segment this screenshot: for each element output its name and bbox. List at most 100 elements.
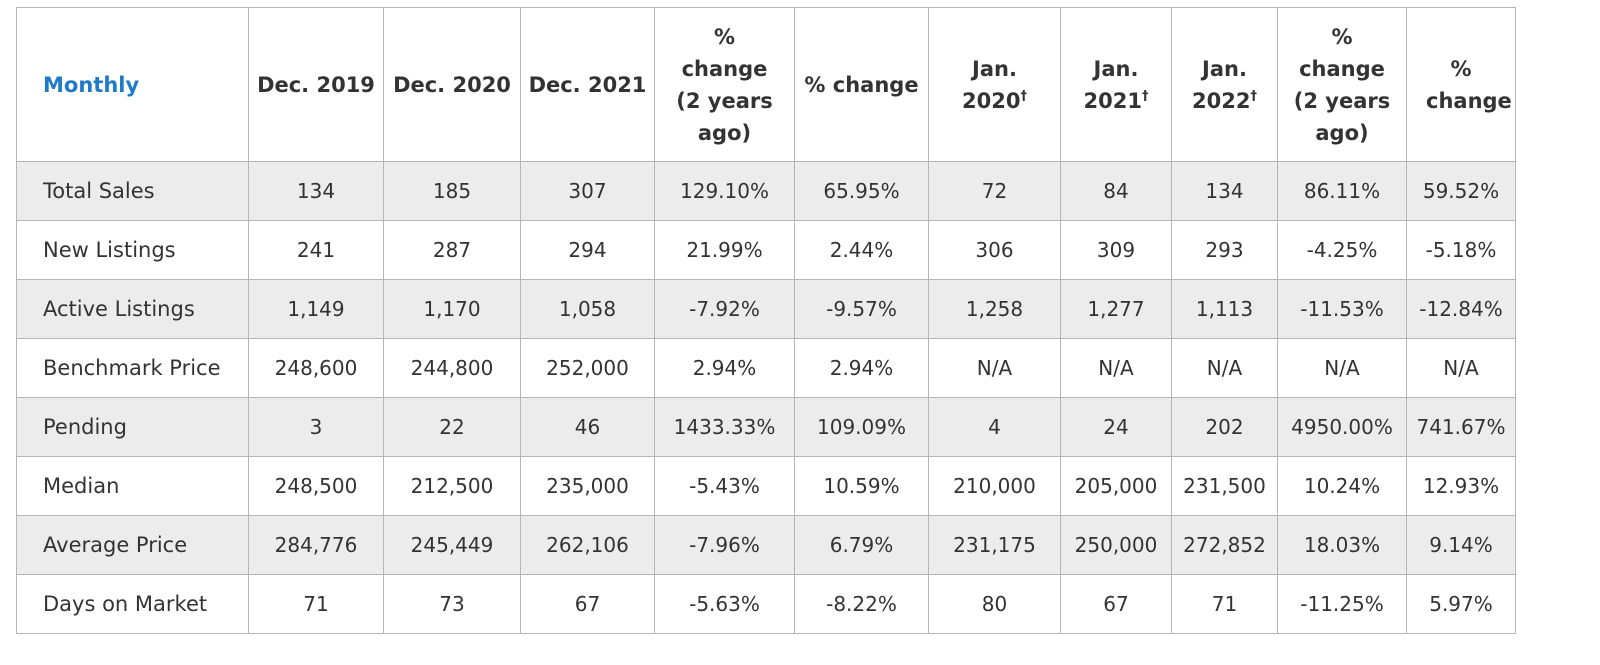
table-cell: -5.63% bbox=[654, 574, 795, 634]
table-cell: 272,852 bbox=[1171, 515, 1278, 575]
dagger-mark: † bbox=[1020, 88, 1027, 104]
table-cell: 24 bbox=[1060, 397, 1172, 457]
table-cell: 4 bbox=[928, 397, 1061, 457]
table-row: Median 248,500 212,500 235,000 -5.43% 10.59% 2… bbox=[16, 456, 1516, 516]
stats-table-container: Monthly Dec. 2019 Dec. 2020 Dec. 2021 % cha… bbox=[16, 7, 1516, 634]
table-cell: 262,106 bbox=[520, 515, 655, 575]
table-cell: 248,600 bbox=[248, 338, 384, 398]
table-row: Days on Market 71 73 67 -5.63% -8.22% 80 67 71 -1… bbox=[16, 574, 1516, 634]
table-cell: 248,500 bbox=[248, 456, 384, 516]
table-cell: -5.43% bbox=[654, 456, 795, 516]
table-cell: -7.92% bbox=[654, 279, 795, 339]
table-cell: 71 bbox=[248, 574, 384, 634]
column-header-8: Jan. 2022† bbox=[1171, 7, 1278, 162]
table-cell: -8.22% bbox=[794, 574, 929, 634]
column-header-4: % change (2 years ago) bbox=[654, 7, 795, 162]
column-header-label: % change (2 years ago) bbox=[676, 24, 773, 145]
table-cell: 134 bbox=[248, 161, 384, 221]
table-cell: 202 bbox=[1171, 397, 1278, 457]
table-cell: 231,500 bbox=[1171, 456, 1278, 516]
table-cell: 10.59% bbox=[794, 456, 929, 516]
table-cell: 84 bbox=[1060, 161, 1172, 221]
table-cell: 21.99% bbox=[654, 220, 795, 280]
column-header-10: % change bbox=[1406, 7, 1516, 162]
table-cell: 252,000 bbox=[520, 338, 655, 398]
header-row: Monthly Dec. 2019 Dec. 2020 Dec. 2021 % cha… bbox=[16, 7, 1516, 162]
table-cell: 1,058 bbox=[520, 279, 655, 339]
corner-header-monthly: Monthly bbox=[16, 7, 249, 162]
table-cell: 73 bbox=[383, 574, 521, 634]
table-cell: 65.95% bbox=[794, 161, 929, 221]
column-header-text: Dec. 2021 bbox=[523, 69, 652, 101]
column-header-3: Dec. 2021 bbox=[520, 7, 655, 162]
table-cell: 109.09% bbox=[794, 397, 929, 457]
column-header-label: Jan. 2021 bbox=[1083, 56, 1142, 113]
column-header-text: % change bbox=[1426, 53, 1512, 117]
table-cell: -7.96% bbox=[654, 515, 795, 575]
column-header-text: Jan. 2022† bbox=[1190, 53, 1260, 117]
table-cell: 59.52% bbox=[1406, 161, 1516, 221]
table-cell: 293 bbox=[1171, 220, 1278, 280]
table-cell: 205,000 bbox=[1060, 456, 1172, 516]
table-cell: 309 bbox=[1060, 220, 1172, 280]
table-cell: 1,149 bbox=[248, 279, 384, 339]
table-cell: 1433.33% bbox=[654, 397, 795, 457]
table-row: New Listings 241 287 294 21.99% 2.44% 306 309 29… bbox=[16, 220, 1516, 280]
column-header-6: Jan. 2020† bbox=[928, 7, 1061, 162]
column-header-label: Dec. 2020 bbox=[393, 72, 511, 97]
table-cell: -9.57% bbox=[794, 279, 929, 339]
table-cell: 80 bbox=[928, 574, 1061, 634]
table-cell: N/A bbox=[1406, 338, 1516, 398]
row-label: Benchmark Price bbox=[16, 338, 249, 398]
column-header-label: Dec. 2019 bbox=[257, 72, 375, 97]
table-cell: 294 bbox=[520, 220, 655, 280]
table-cell: N/A bbox=[928, 338, 1061, 398]
table-cell: 71 bbox=[1171, 574, 1278, 634]
table-cell: 22 bbox=[383, 397, 521, 457]
table-cell: 134 bbox=[1171, 161, 1278, 221]
table-row: Average Price 284,776 245,449 262,106 -7.96%… bbox=[16, 515, 1516, 575]
dagger-mark: † bbox=[1250, 88, 1257, 104]
column-header-text: % change bbox=[797, 69, 926, 101]
table-cell: N/A bbox=[1060, 338, 1172, 398]
table-cell: 307 bbox=[520, 161, 655, 221]
table-cell: 1,258 bbox=[928, 279, 1061, 339]
table-cell: -11.25% bbox=[1277, 574, 1407, 634]
column-header-text: % change (2 years ago) bbox=[675, 21, 775, 149]
table-cell: 741.67% bbox=[1406, 397, 1516, 457]
row-label: New Listings bbox=[16, 220, 249, 280]
table-row: Benchmark Price 248,600 244,800 252,000 2.94… bbox=[16, 338, 1516, 398]
table-cell: 72 bbox=[928, 161, 1061, 221]
column-header-text: Jan. 2020† bbox=[960, 53, 1030, 117]
row-label: Days on Market bbox=[16, 574, 249, 634]
table-cell: 1,277 bbox=[1060, 279, 1172, 339]
table-cell: 86.11% bbox=[1277, 161, 1407, 221]
column-header-label: Jan. 2020 bbox=[962, 56, 1021, 113]
table-cell: 241 bbox=[248, 220, 384, 280]
table-cell: 306 bbox=[928, 220, 1061, 280]
table-body: Total Sales 134 185 307 129.10% 65.95% 72 84 134… bbox=[16, 161, 1516, 634]
table-cell: 46 bbox=[520, 397, 655, 457]
table-cell: 3 bbox=[248, 397, 384, 457]
table-row: Pending 3 22 46 1433.33% 109.09% 4 24 202 4950.00… bbox=[16, 397, 1516, 457]
table-cell: 2.94% bbox=[654, 338, 795, 398]
column-header-label: % change bbox=[1426, 56, 1512, 113]
column-header-2: Dec. 2020 bbox=[383, 7, 521, 162]
table-cell: 185 bbox=[383, 161, 521, 221]
table-cell: 235,000 bbox=[520, 456, 655, 516]
table-row: Active Listings 1,149 1,170 1,058 -7.92% -9.5… bbox=[16, 279, 1516, 339]
table-cell: -11.53% bbox=[1277, 279, 1407, 339]
table-cell: 67 bbox=[520, 574, 655, 634]
table-cell: -5.18% bbox=[1406, 220, 1516, 280]
table-cell: 212,500 bbox=[383, 456, 521, 516]
table-cell: 9.14% bbox=[1406, 515, 1516, 575]
table-cell: 1,170 bbox=[383, 279, 521, 339]
table-cell: 231,175 bbox=[928, 515, 1061, 575]
row-label: Pending bbox=[16, 397, 249, 457]
column-header-5: % change bbox=[794, 7, 929, 162]
row-label: Median bbox=[16, 456, 249, 516]
table-cell: 12.93% bbox=[1406, 456, 1516, 516]
column-header-9: % change (2 years ago) bbox=[1277, 7, 1407, 162]
table-cell: 284,776 bbox=[248, 515, 384, 575]
row-label: Average Price bbox=[16, 515, 249, 575]
